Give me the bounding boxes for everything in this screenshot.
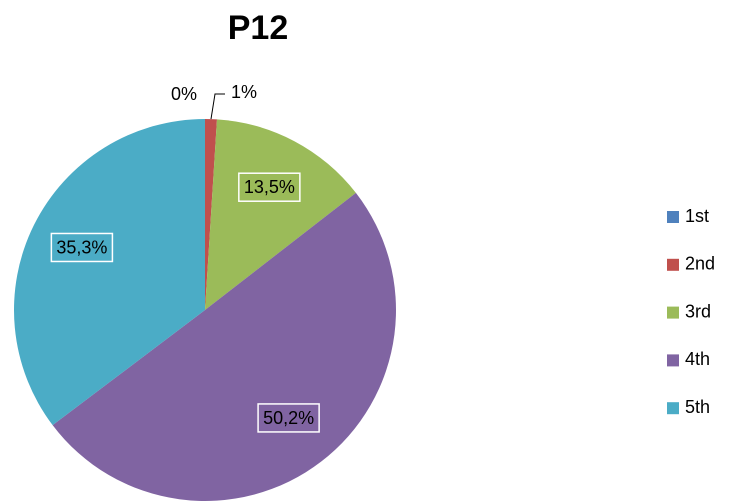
data-label: 35,3% — [56, 237, 107, 257]
data-label: 0% — [171, 84, 197, 104]
legend-swatch — [667, 354, 679, 367]
legend-label: 4th — [685, 349, 710, 369]
pie-slice — [205, 119, 356, 310]
data-label: 13,5% — [244, 177, 295, 197]
legend-label: 1st — [685, 206, 709, 226]
data-label-box — [257, 403, 320, 433]
legend-swatch — [667, 306, 679, 319]
legend-label: 3rd — [685, 301, 711, 321]
data-label: 1% — [231, 82, 257, 102]
legend-label: 5th — [685, 397, 710, 417]
data-label-box — [238, 172, 301, 202]
pie-slice — [13, 118, 205, 426]
pie-slice — [205, 119, 217, 310]
legend-swatch — [667, 211, 679, 223]
legend-swatch — [667, 402, 679, 415]
pie-slice — [52, 192, 396, 501]
legend-label: 2nd — [685, 254, 715, 274]
leader-line — [210, 93, 225, 120]
data-label: 50,2% — [263, 408, 314, 428]
legend-swatch — [667, 258, 679, 271]
data-label-box — [50, 232, 114, 263]
chart-title: P12 — [228, 9, 289, 47]
